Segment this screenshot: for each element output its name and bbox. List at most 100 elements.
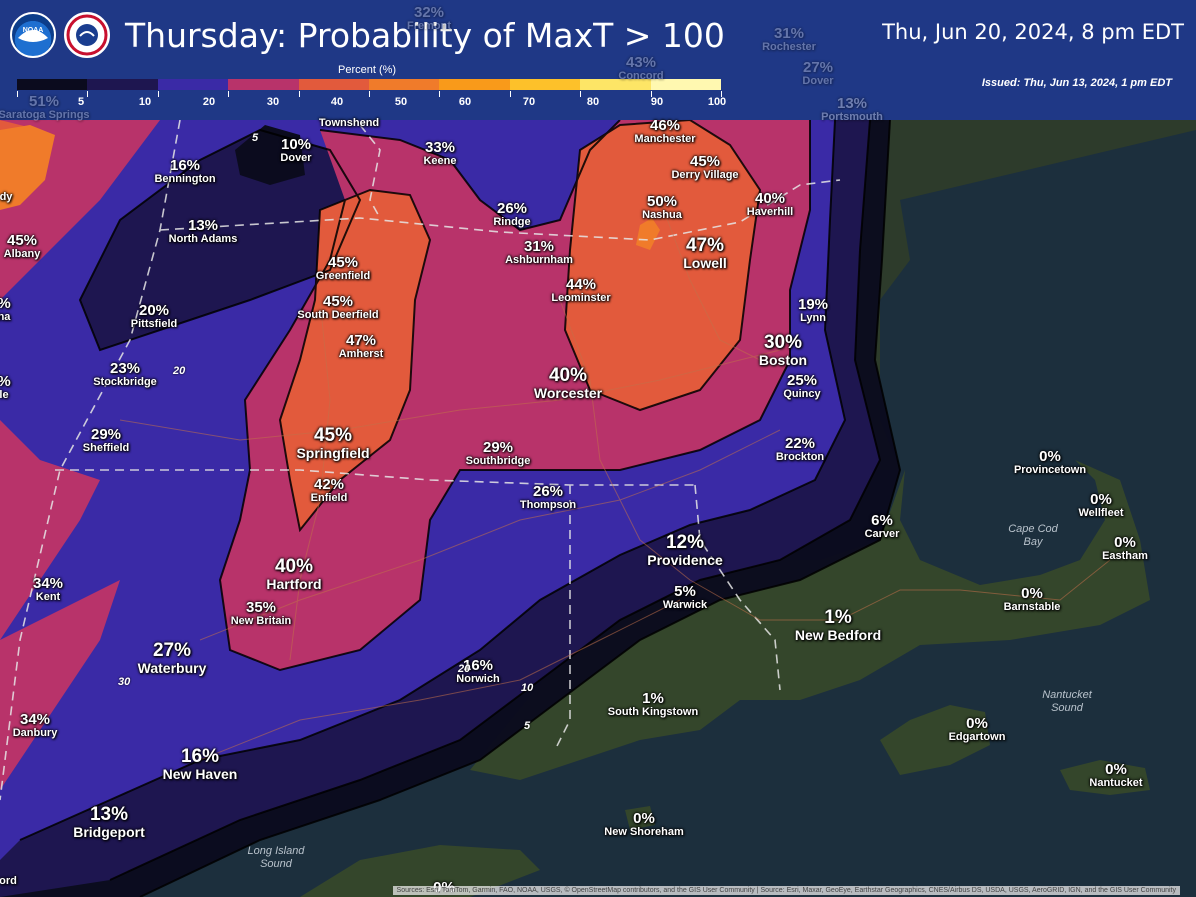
city-label: 34% Danbury — [12, 711, 58, 739]
state-borders — [0, 119, 841, 801]
legend-tick — [298, 91, 300, 97]
svg-text:NOAA: NOAA — [23, 27, 44, 34]
legend-tick-label: 20 — [202, 96, 216, 108]
city-label: 45% Springfield — [296, 425, 370, 461]
city-label: 13% Bridgeport — [73, 804, 145, 840]
contour-label: 20 — [458, 663, 471, 675]
contour-label: 5 — [252, 132, 259, 144]
city-label: 32% Fremont — [407, 4, 451, 32]
city-label: 5% Warwick — [662, 583, 708, 611]
city-label: 34% Kent — [32, 575, 64, 603]
city-label: 13% Portsmouth — [821, 95, 883, 123]
city-label: 40% Haverhill — [746, 190, 794, 218]
city-label: 33% Keene — [423, 139, 457, 167]
legend-color-bar — [17, 79, 722, 90]
legend-swatch-7 — [509, 79, 581, 90]
city-label: 45% Albany — [3, 232, 41, 260]
issued-time: Issued: Thu, Jun 13, 2024, 1 pm EDT — [981, 77, 1172, 89]
contour-label: 30 — [118, 676, 131, 688]
city-label: 16% Norwich — [456, 657, 500, 685]
legend-ticks — [17, 91, 722, 97]
city-label: 44% Leominster — [551, 276, 611, 304]
city-label: 27% Dover — [802, 59, 834, 87]
city-label: 6% Carver — [864, 512, 900, 540]
city-label: 46% Manchester — [634, 117, 696, 145]
legend-title: Percent (%) — [338, 64, 397, 76]
city-label: 1% New Bedford — [794, 607, 882, 643]
city-label: 29% Southbridge — [465, 439, 531, 467]
city-label: 43% Concord — [618, 54, 664, 82]
legend-tick-label: 50 — [394, 96, 408, 108]
contour-label: 10 — [521, 682, 534, 694]
water-label: Nantucket Sound — [1042, 689, 1092, 714]
header-bar: NOAA Thursday: Probability of MaxT > 100… — [0, 0, 1196, 120]
city-label: 45% South Deerfield — [297, 293, 379, 321]
legend-tick-label: 90 — [650, 96, 664, 108]
marthas-vineyard — [880, 705, 990, 775]
city-label: 23% Stockbridge — [93, 360, 157, 388]
edge-label: %na — [0, 296, 11, 323]
legend-tick — [17, 91, 18, 97]
city-label: 45% Greenfield — [315, 254, 371, 282]
legend-tick-label: 5 — [77, 96, 85, 108]
city-label: 26% Thompson — [519, 483, 577, 511]
city-label: 1% South Kingstown — [607, 690, 699, 718]
block-island — [625, 806, 655, 830]
city-label: 47% Amherst — [338, 332, 384, 360]
legend-swatch-0 — [17, 79, 88, 90]
legend-tick-label: 10 — [138, 96, 152, 108]
city-label: 0% Provincetown — [1013, 448, 1087, 476]
city-label: 27% Waterbury — [137, 640, 207, 676]
city-label: 19% Lynn — [797, 296, 829, 324]
legend-tick — [87, 91, 89, 97]
legend-swatch-9 — [650, 79, 722, 90]
city-label: 10% Dover — [280, 136, 312, 164]
city-label: 40% Worcester — [533, 365, 603, 401]
water-label: Cape Cod Bay — [1008, 523, 1058, 548]
road-network — [119, 199, 1111, 761]
darkest-pocket — [235, 125, 305, 185]
edge-label: ord — [0, 875, 17, 887]
legend-tick — [580, 91, 582, 97]
city-label: 22% Brockton — [775, 435, 825, 463]
city-label: 25% Quincy — [783, 372, 821, 400]
city-label: 16% New Haven — [162, 746, 238, 782]
band-30-40 — [0, 120, 760, 530]
long-island — [300, 845, 540, 897]
legend-swatch-2 — [157, 79, 229, 90]
contour-label: 20 — [173, 365, 186, 377]
legend-swatch-5 — [369, 79, 440, 90]
city-label: 0% Nantucket — [1089, 761, 1143, 789]
city-label: 31% Rochester — [762, 25, 816, 53]
legend-swatch-4 — [298, 79, 370, 90]
legend-tick-label: 100 — [707, 96, 727, 108]
city-label: 29% Sheffield — [82, 426, 130, 454]
legend-tick-label: 60 — [458, 96, 472, 108]
water-label: Long Island Sound — [247, 845, 305, 870]
legend-tick — [157, 91, 159, 97]
legend-tick-labels: 5 10 20 30 40 50 60 70 80 90 100 — [17, 96, 726, 110]
city-label: 50% Nashua — [642, 193, 682, 221]
legend-tick — [721, 91, 722, 97]
city-label: 30% Boston — [758, 332, 808, 368]
edge-label: dy — [0, 191, 13, 203]
legend-swatch-8 — [580, 79, 651, 90]
legend-tick-label: 80 — [586, 96, 600, 108]
legend-swatch-6 — [439, 79, 510, 90]
legend-swatch-1 — [87, 79, 158, 90]
city-label: 45% Derry Village — [671, 153, 739, 181]
city-label: 0% Edgartown — [948, 715, 1006, 743]
city-label: 0% New Shoreham — [604, 810, 684, 838]
nantucket-island — [1060, 760, 1150, 795]
city-label: 26% Rindge — [493, 200, 531, 228]
contour-label: 5 — [524, 720, 531, 732]
city-label: 0% Barnstable — [1003, 585, 1061, 613]
legend-tick — [228, 91, 230, 97]
city-label: Townshend — [318, 117, 380, 129]
edge-label: %le — [0, 374, 11, 401]
noaa-logo: NOAA — [10, 12, 56, 58]
city-label: 0% Eastham — [1102, 534, 1148, 562]
legend-tick-label: 70 — [522, 96, 536, 108]
city-label: 20% Pittsfield — [130, 302, 178, 330]
